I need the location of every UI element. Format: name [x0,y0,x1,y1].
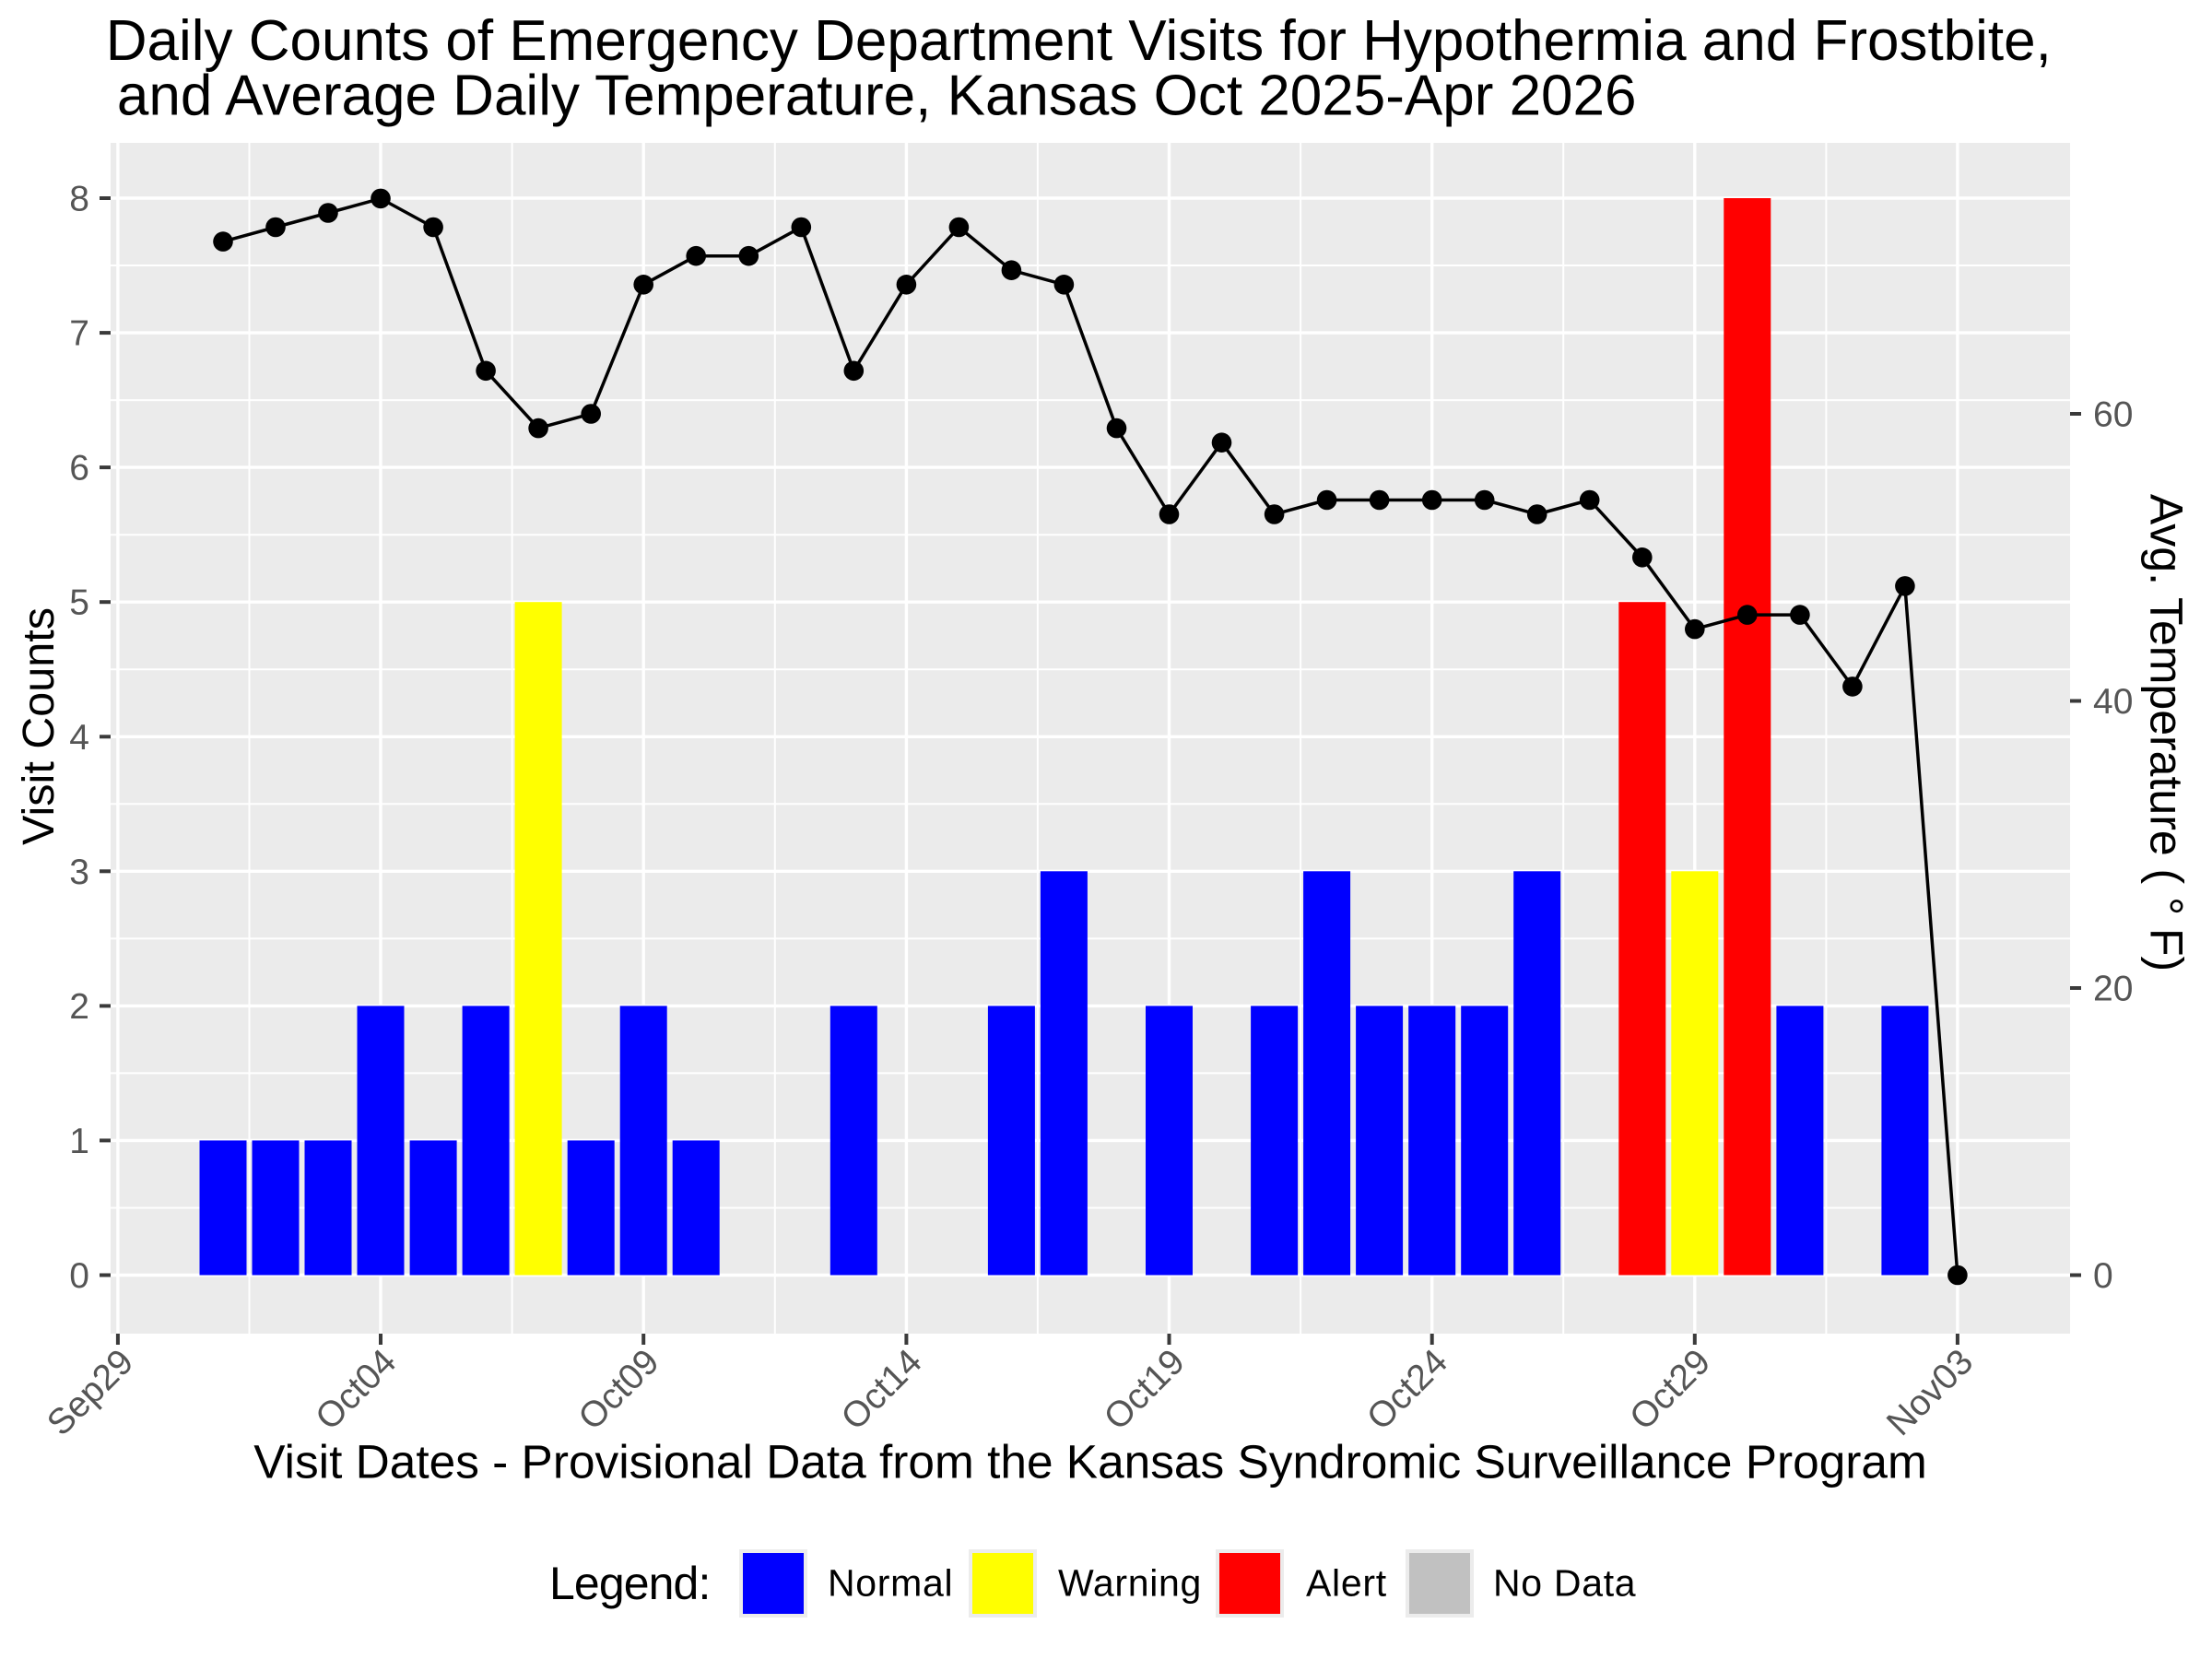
svg-text:60: 60 [2093,395,2133,435]
svg-text:8: 8 [69,180,89,219]
svg-text:Avg. Temperature ( ° F): Avg. Temperature ( ° F) [2141,494,2193,971]
svg-text:and Average Daily Temperature,: and Average Daily Temperature, Kansas Oc… [117,65,1637,128]
svg-text:No Data: No Data [1493,1562,1636,1605]
svg-text:Visit Dates - Provisional Data: Visit Dates - Provisional Data from the … [253,1435,1927,1488]
svg-text:40: 40 [2093,682,2133,722]
svg-text:20: 20 [2093,970,2133,1009]
svg-text:2: 2 [69,987,89,1027]
svg-text:0: 0 [69,1256,89,1296]
svg-text:4: 4 [69,718,89,758]
svg-text:7: 7 [69,314,89,354]
svg-text:Alert: Alert [1306,1562,1387,1605]
svg-text:Warning: Warning [1058,1562,1202,1605]
svg-text:Normal: Normal [828,1562,953,1605]
svg-text:5: 5 [69,583,89,623]
svg-text:0: 0 [2093,1256,2113,1296]
svg-text:3: 3 [69,853,89,892]
svg-text:Visit Counts: Visit Counts [14,607,64,845]
svg-text:6: 6 [69,449,89,488]
svg-text:1: 1 [69,1122,89,1161]
svg-text:Daily Counts of Emergency Depa: Daily Counts of Emergency Department Vis… [106,9,2052,73]
svg-text:Legend:: Legend: [549,1558,710,1609]
